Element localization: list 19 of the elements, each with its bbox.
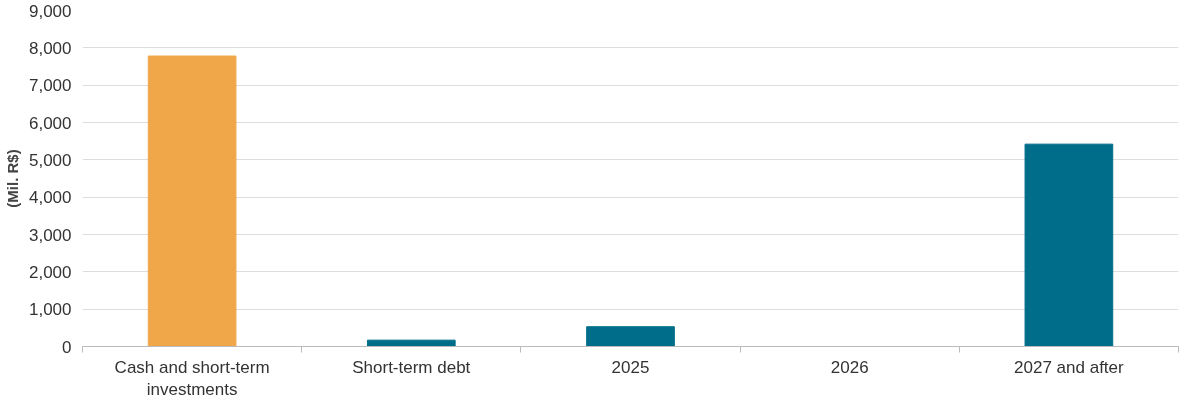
x-tick-label: Cash and short-term investments (114, 357, 270, 400)
x-tick-label: 2025 (611, 357, 650, 377)
bar (1024, 143, 1114, 347)
y-tick-label: 1,000 (28, 300, 72, 320)
y-tick-label: 2,000 (28, 262, 72, 282)
y-tick-label: 8,000 (28, 38, 72, 58)
y-tick-label: 5,000 (28, 150, 72, 170)
y-tick-label: 0 (62, 337, 72, 357)
x-tick-label: Short-term debt (352, 357, 471, 377)
y-axis-title: (Mil. R$) (3, 149, 21, 208)
bar (147, 55, 237, 347)
y-tick-label: 6,000 (28, 113, 72, 133)
x-tick-label: 2027 and after (1014, 357, 1125, 377)
y-tick-label: 7,000 (28, 76, 72, 96)
y-tick-label: 4,000 (28, 188, 72, 208)
y-tick-label: 3,000 (28, 225, 72, 245)
x-tick-label: 2026 (830, 357, 869, 377)
y-tick-label: 9,000 (28, 1, 72, 21)
bar (586, 326, 675, 347)
